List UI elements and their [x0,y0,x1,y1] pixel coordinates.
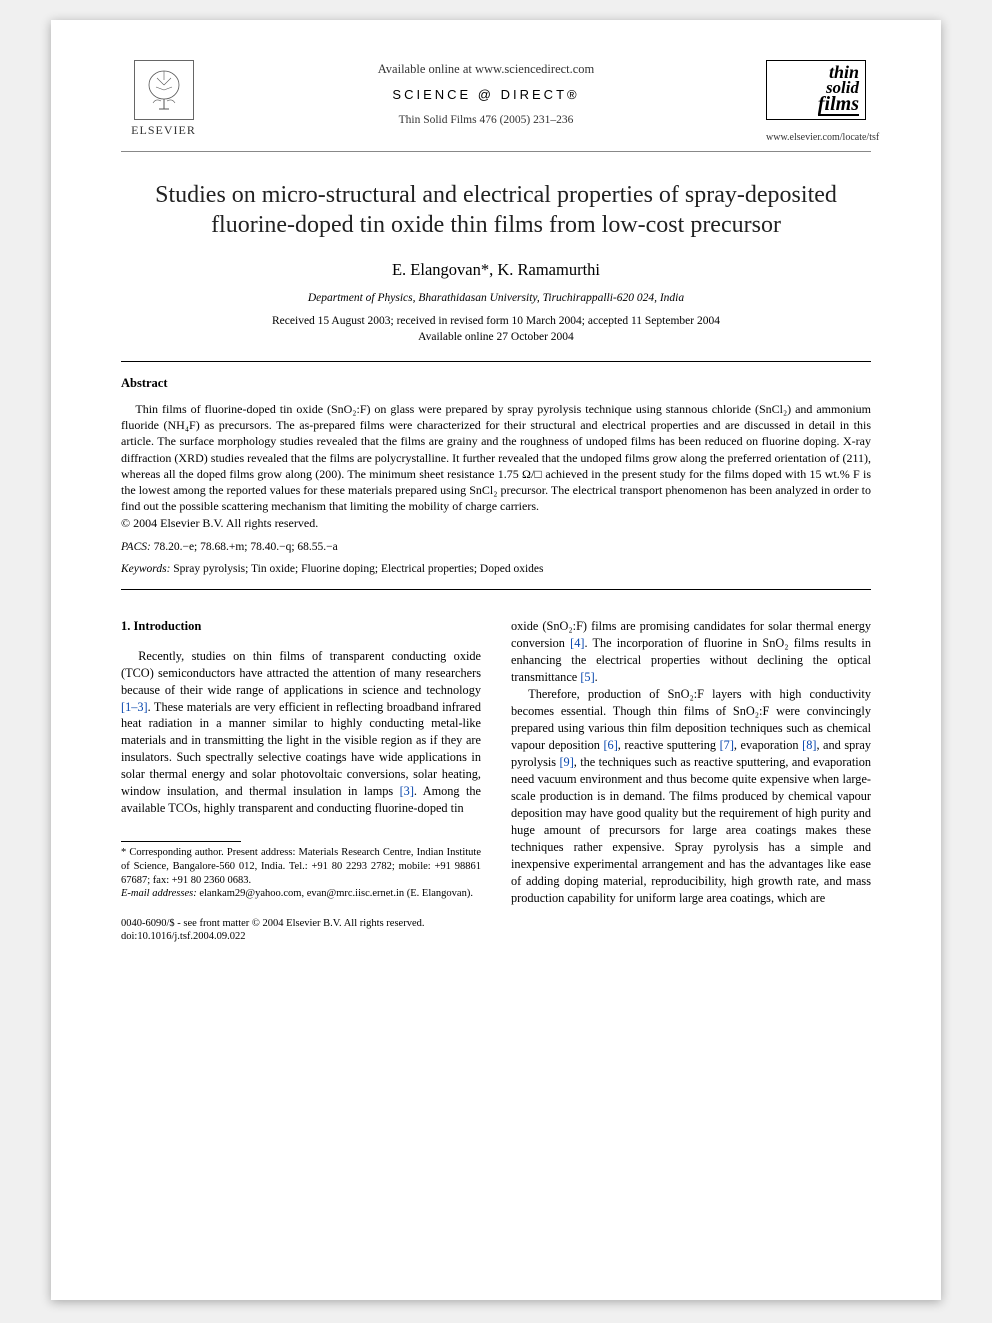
footnote-rule [121,841,241,842]
date-block: Received 15 August 2003; received in rev… [121,314,871,345]
email-label: E-mail addresses: [121,888,197,899]
journal-logo-box: thin solid films www.elsevier.com/locate… [766,60,871,143]
header-center: Available online at www.sciencedirect.co… [206,60,766,126]
issn-line: 0040-6090/$ - see front matter © 2004 El… [121,917,481,931]
ref-link[interactable]: [9] [559,755,573,769]
ref-link[interactable]: [7] [720,738,734,752]
available-online-text: Available online at www.sciencedirect.co… [206,62,766,77]
copyright-line: © 2004 Elsevier B.V. All rights reserved… [121,516,871,531]
email-value: elankam29@yahoo.com, evan@mrc.iisc.ernet… [197,888,473,899]
ref-link[interactable]: [8] [802,738,816,752]
header-rule [121,151,871,152]
body-columns: 1. Introduction Recently, studies on thi… [121,618,871,944]
header-row: ELSEVIER Available online at www.science… [121,60,871,143]
sciencedirect-logo: SCIENCE @ DIRECT® [206,87,766,102]
corresponding-author-footnote: * Corresponding author. Present address:… [121,846,481,887]
available-date: Available online 27 October 2004 [121,330,871,346]
journal-url: www.elsevier.com/locate/tsf [766,132,871,143]
publisher-logo: ELSEVIER [121,60,206,138]
journal-logo-line: films [818,95,859,116]
publisher-name: ELSEVIER [131,123,196,138]
front-matter-info: 0040-6090/$ - see front matter © 2004 El… [121,917,481,944]
paper-page: ELSEVIER Available online at www.science… [51,20,941,1300]
keywords-label: Keywords: [121,563,170,575]
intro-paragraph-2: Therefore, production of SnO₂:F layers w… [511,686,871,907]
ref-link[interactable]: [6] [603,738,617,752]
pacs-line: PACS: 78.20.−e; 78.68.+m; 78.40.−q; 68.5… [121,541,871,553]
ref-link[interactable]: [3] [400,784,414,798]
pacs-value: 78.20.−e; 78.68.+m; 78.40.−q; 68.55.−a [154,541,338,553]
intro-paragraph-1-cont: oxide (SnO₂:F) films are promising candi… [511,618,871,686]
intro-paragraph-1: Recently, studies on thin films of trans… [121,648,481,818]
journal-reference: Thin Solid Films 476 (2005) 231–236 [206,114,766,126]
pacs-label: PACS: [121,541,151,553]
authors: E. Elangovan*, K. Ramamurthi [121,260,871,280]
affiliation: Department of Physics, Bharathidasan Uni… [121,292,871,304]
elsevier-tree-icon [134,60,194,120]
abstract-heading: Abstract [121,376,871,391]
abstract-top-rule [121,361,871,362]
keywords-line: Keywords: Spray pyrolysis; Tin oxide; Fl… [121,563,871,575]
received-date: Received 15 August 2003; received in rev… [121,314,871,330]
ref-link[interactable]: [1–3] [121,700,148,714]
ref-link[interactable]: [5] [580,670,594,684]
text-run: , evaporation [734,738,802,752]
column-left: 1. Introduction Recently, studies on thi… [121,618,481,944]
text-run: , reactive sputtering [618,738,720,752]
journal-logo: thin solid films [766,60,866,120]
text-run: , the techniques such as reactive sputte… [511,755,871,905]
article-title: Studies on micro-structural and electric… [121,180,871,240]
keywords-value: Spray pyrolysis; Tin oxide; Fluorine dop… [173,563,543,575]
section-heading-intro: 1. Introduction [121,618,481,635]
email-footnote: E-mail addresses: elankam29@yahoo.com, e… [121,887,481,901]
ref-link[interactable]: [4] [570,636,584,650]
abstract-body: Thin films of fluorine-doped tin oxide (… [121,401,871,514]
text-run: Recently, studies on thin films of trans… [121,649,481,697]
column-right: oxide (SnO₂:F) films are promising candi… [511,618,871,944]
doi-line: doi:10.1016/j.tsf.2004.09.022 [121,930,481,944]
text-run: . [595,670,598,684]
abstract-bottom-rule [121,589,871,590]
